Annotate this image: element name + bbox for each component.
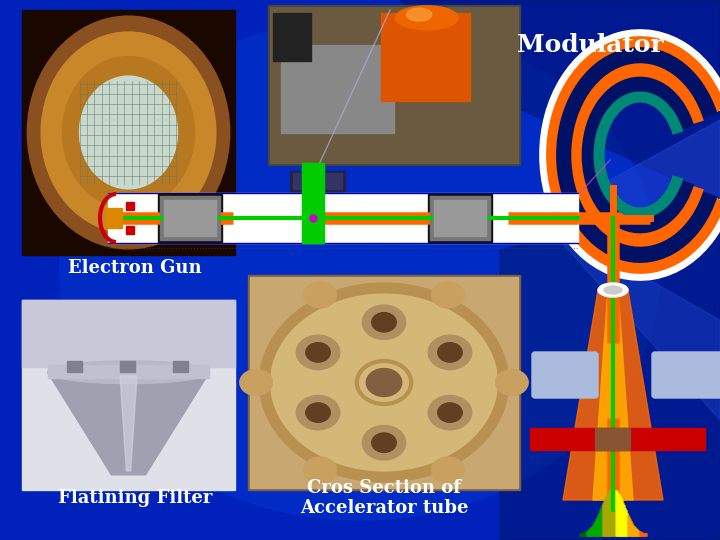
Ellipse shape	[372, 313, 396, 332]
Ellipse shape	[598, 283, 628, 297]
Bar	[250, 277, 518, 488]
Ellipse shape	[306, 403, 330, 422]
Bar	[530, 428, 705, 450]
Polygon shape	[593, 290, 633, 500]
Text: Flatining Filter: Flatining Filter	[58, 489, 212, 507]
Polygon shape	[540, 218, 720, 420]
Ellipse shape	[362, 305, 406, 340]
Ellipse shape	[431, 457, 464, 483]
Bar	[106, 208, 122, 228]
Bar	[382, 13, 469, 101]
Text: Electron Gun: Electron Gun	[68, 259, 202, 277]
Bar	[270, 7, 518, 163]
Ellipse shape	[240, 369, 272, 395]
Bar	[268, 5, 520, 165]
Bar	[430, 196, 490, 240]
Bar	[158, 194, 222, 242]
Bar	[595, 428, 630, 450]
Bar	[67, 361, 81, 372]
Bar	[22, 300, 235, 490]
Polygon shape	[120, 376, 137, 471]
Ellipse shape	[438, 403, 462, 422]
Ellipse shape	[372, 433, 396, 453]
Ellipse shape	[407, 8, 432, 21]
Polygon shape	[500, 200, 720, 540]
Ellipse shape	[304, 457, 336, 483]
Bar	[174, 361, 188, 372]
Ellipse shape	[438, 343, 462, 362]
FancyBboxPatch shape	[532, 352, 598, 398]
Text: Modulator: Modulator	[517, 33, 663, 57]
Bar	[164, 200, 216, 236]
Ellipse shape	[395, 6, 458, 30]
Bar	[22, 300, 235, 367]
Bar	[302, 163, 324, 243]
Ellipse shape	[297, 395, 340, 430]
Polygon shape	[400, 0, 720, 200]
Ellipse shape	[41, 32, 216, 233]
Polygon shape	[48, 372, 210, 475]
Ellipse shape	[304, 282, 336, 308]
Ellipse shape	[264, 288, 504, 477]
Ellipse shape	[362, 426, 406, 460]
Ellipse shape	[60, 20, 660, 520]
Bar	[48, 364, 210, 378]
Bar	[108, 193, 578, 243]
Ellipse shape	[27, 16, 230, 249]
FancyBboxPatch shape	[652, 352, 720, 398]
Ellipse shape	[428, 335, 472, 369]
Ellipse shape	[495, 369, 528, 395]
Ellipse shape	[63, 57, 194, 208]
Bar	[290, 171, 345, 191]
Bar	[120, 361, 135, 372]
Bar	[293, 173, 342, 189]
Bar	[428, 194, 492, 242]
Bar	[281, 45, 394, 133]
Ellipse shape	[306, 343, 330, 362]
Bar	[434, 200, 486, 236]
Bar	[126, 226, 134, 234]
Bar	[273, 13, 311, 61]
Bar	[160, 196, 220, 240]
Text: Cros Section of
Accelerator tube: Cros Section of Accelerator tube	[300, 478, 468, 517]
Ellipse shape	[48, 361, 210, 383]
Polygon shape	[540, 120, 720, 220]
Ellipse shape	[431, 282, 464, 308]
Bar	[248, 275, 520, 490]
Polygon shape	[563, 290, 663, 500]
Ellipse shape	[297, 335, 340, 369]
Ellipse shape	[366, 368, 402, 396]
Ellipse shape	[428, 395, 472, 430]
Bar	[22, 10, 235, 255]
Ellipse shape	[79, 76, 178, 189]
Ellipse shape	[604, 286, 622, 294]
Bar	[126, 202, 134, 210]
